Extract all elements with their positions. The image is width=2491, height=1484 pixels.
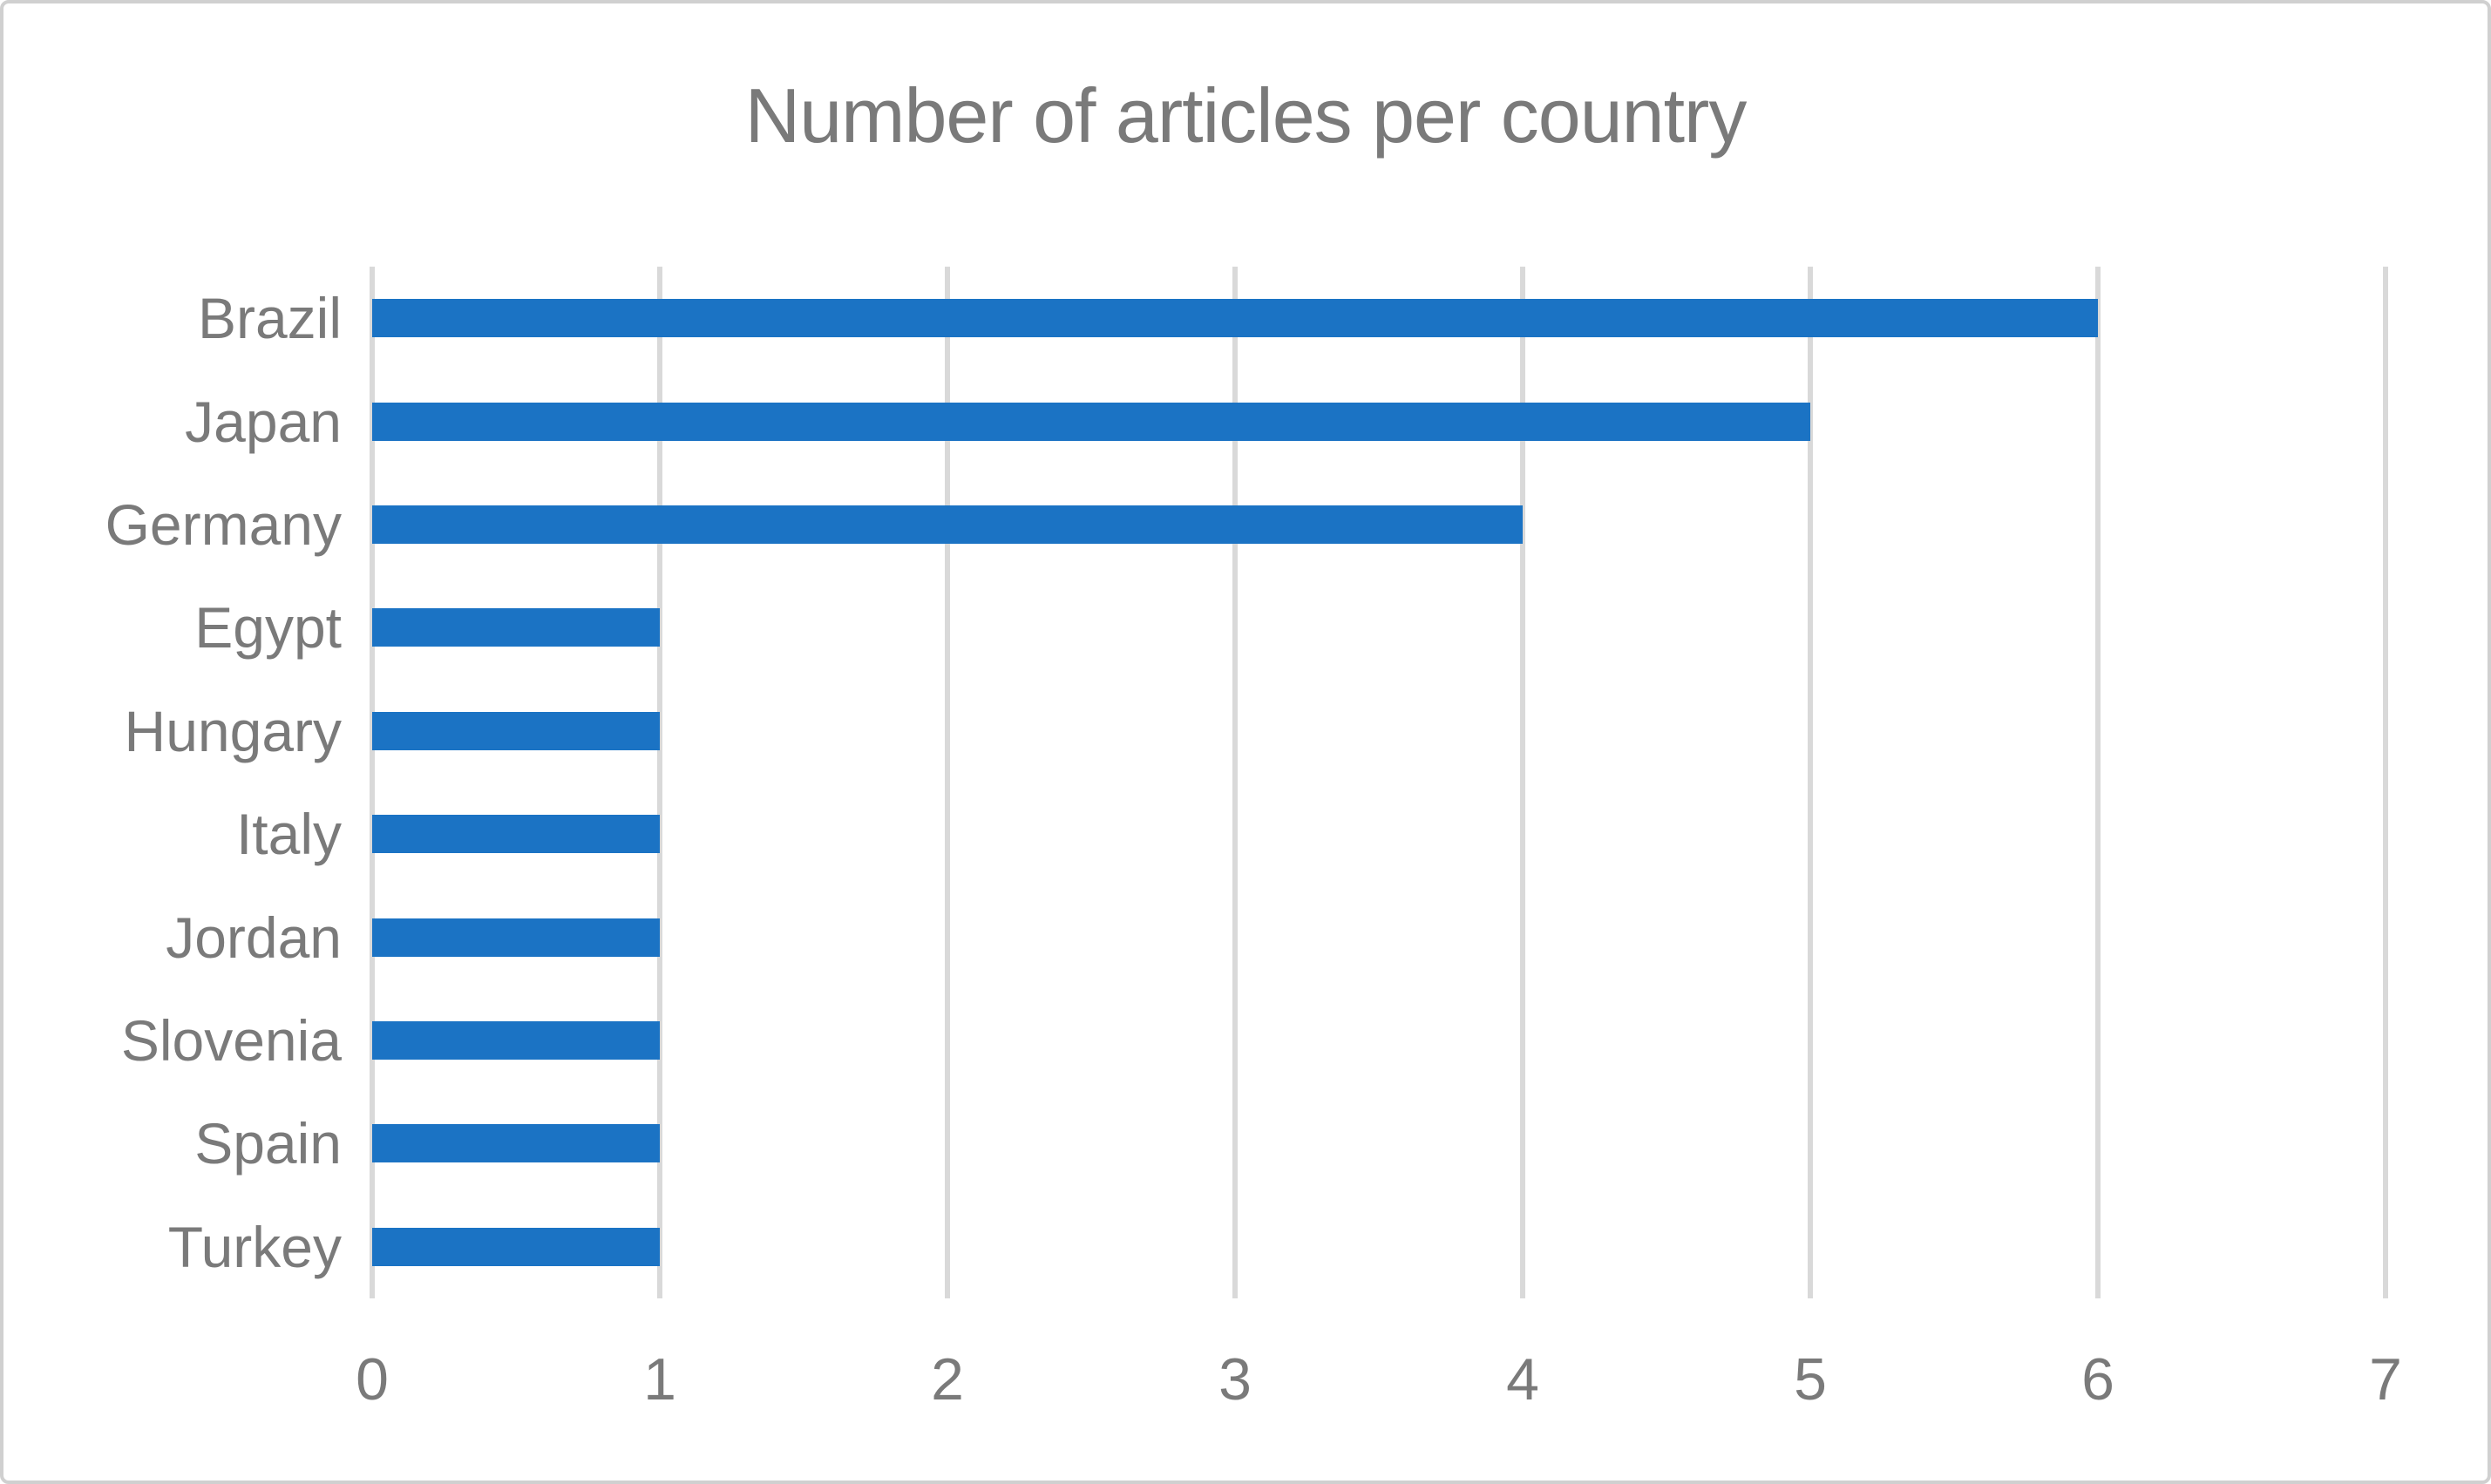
y-axis-label: Spain: [194, 1111, 342, 1176]
y-axis-labels: Brazil Japan Germany Egypt Hungary Italy Jorda…: [28, 267, 342, 1298]
bar-spain: [372, 1124, 660, 1163]
y-axis-label: Jordan: [166, 905, 342, 970]
bar-hungary: [372, 711, 660, 750]
bar-japan: [372, 402, 1810, 441]
x-axis-labels: 0 1 2 3 4 5 6 7: [356, 1345, 2402, 1433]
gridline-x3: [1232, 267, 1238, 1298]
bar-jordan: [372, 918, 660, 957]
bar-germany: [372, 505, 1523, 544]
x-axis-tick-label: 1: [643, 1346, 676, 1413]
gridline-x2: [945, 267, 950, 1298]
x-axis-tick-label: 6: [2081, 1346, 2114, 1413]
x-axis-tick-label: 5: [1794, 1346, 1827, 1413]
gridline-x0: [370, 267, 375, 1298]
gridline-x1: [657, 267, 662, 1298]
plot-area: [370, 267, 2388, 1298]
gridline-x7: [2383, 267, 2388, 1298]
bar-brazil: [372, 299, 2098, 338]
x-axis-tick-label: 0: [356, 1346, 389, 1413]
y-axis-label: Hungary: [124, 698, 342, 763]
bar-slovenia: [372, 1021, 660, 1060]
x-axis-tick-label: 3: [1218, 1346, 1252, 1413]
gridline-x5: [1808, 267, 1813, 1298]
bar-egypt: [372, 608, 660, 647]
gridline-x4: [1520, 267, 1525, 1298]
y-axis-label: Japan: [185, 389, 342, 454]
y-axis-label: Turkey: [167, 1214, 342, 1279]
bar-italy: [372, 815, 660, 854]
x-axis-tick-label: 7: [2369, 1346, 2402, 1413]
y-axis-label: Slovenia: [120, 1007, 342, 1073]
chart-title: Number of articles per country: [744, 72, 1748, 159]
y-axis-label: Egypt: [194, 595, 342, 661]
gridline-x6: [2095, 267, 2101, 1298]
x-axis-tick-label: 4: [1506, 1346, 1539, 1413]
y-axis-label: Germany: [105, 491, 342, 557]
y-axis-label: Italy: [235, 802, 342, 867]
x-axis-tick-label: 2: [931, 1346, 964, 1413]
y-axis-label: Brazil: [197, 286, 342, 351]
bar-turkey: [372, 1227, 660, 1266]
